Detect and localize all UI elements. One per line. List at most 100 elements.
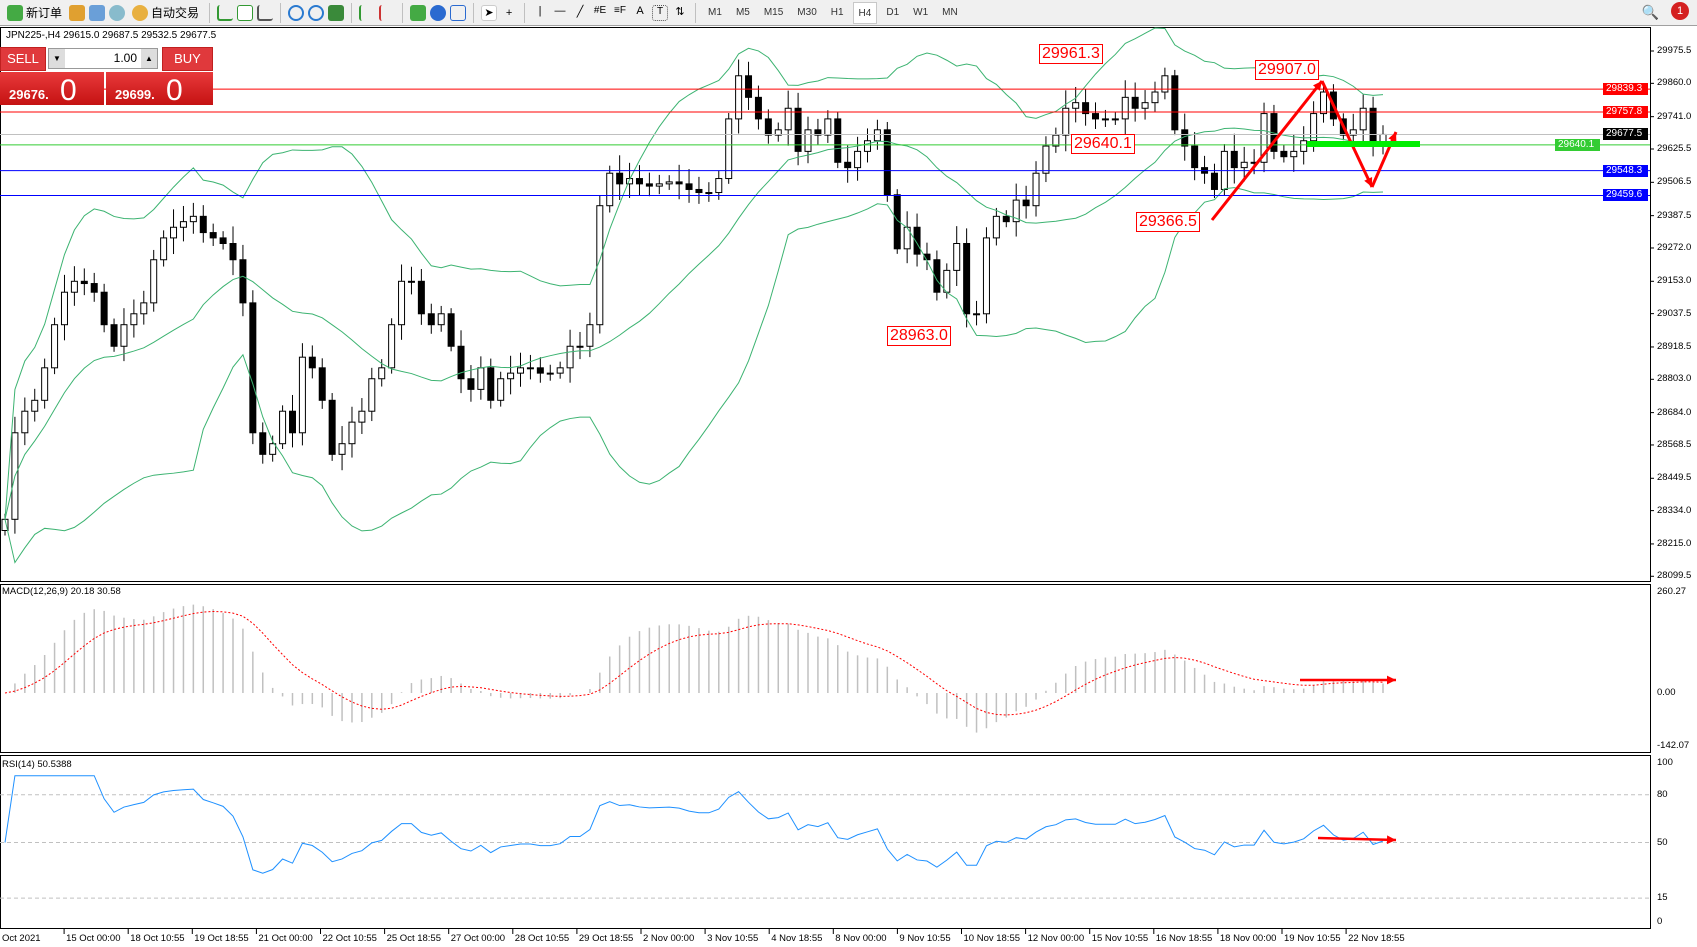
sell-price[interactable]: 29676. 0	[0, 72, 104, 107]
candle-body	[675, 181, 683, 185]
trend-arrow-up-head	[1313, 81, 1322, 91]
price-annotation[interactable]: 29907.0	[1255, 60, 1319, 80]
candle-body	[80, 280, 88, 285]
candle-body	[1359, 107, 1367, 131]
lot-decrease-icon[interactable]: ▼	[49, 49, 65, 68]
market-watch-icon[interactable]	[69, 4, 86, 21]
timeframe-m1[interactable]: M1	[708, 6, 722, 18]
candle-body	[1002, 215, 1010, 223]
buy-price[interactable]: 29699. 0	[106, 72, 213, 107]
candle-body	[368, 378, 376, 412]
navigator-icon[interactable]	[89, 4, 106, 21]
chart-shift-icon[interactable]	[379, 4, 395, 21]
level-price-label: 29839.3	[1603, 83, 1648, 96]
crosshair-icon[interactable]: +	[505, 6, 513, 19]
candle-body	[487, 367, 495, 401]
price-annotation[interactable]: 29366.5	[1136, 212, 1200, 232]
periods-icon[interactable]	[430, 4, 447, 21]
price-annotation[interactable]: 29961.3	[1039, 44, 1103, 64]
candle-body	[130, 313, 138, 326]
price-annotation[interactable]: 28963.0	[887, 326, 951, 346]
candle	[348, 406, 356, 458]
candle	[992, 207, 1000, 246]
lot-size-input[interactable]: ▼ 1.00 ▲	[48, 48, 158, 69]
rsi-arrow	[1317, 836, 1397, 842]
notification-badge[interactable]: 1	[1671, 2, 1689, 20]
candle	[229, 226, 237, 276]
bar-chart-icon[interactable]	[217, 4, 234, 21]
cursor-icon[interactable]: ➤	[481, 4, 498, 21]
candle-body	[1101, 118, 1109, 121]
date-axis-label: 4 Nov 18:55	[771, 933, 823, 944]
candle	[1379, 125, 1387, 155]
candlestick-icon[interactable]	[237, 4, 254, 21]
lot-increase-icon[interactable]: ▲	[141, 49, 157, 68]
candle-body	[834, 118, 842, 163]
timeframe-m30[interactable]: M30	[797, 6, 817, 18]
candle	[1032, 161, 1040, 217]
horizontal-line-icon[interactable]: —	[554, 4, 566, 17]
candle	[388, 318, 396, 374]
auto-trading-button[interactable]: 自动交易	[129, 2, 202, 24]
templates-icon[interactable]	[450, 4, 467, 21]
candle	[31, 388, 39, 422]
candle-body	[1260, 113, 1268, 163]
macd-axis-label: 0.00	[1657, 687, 1676, 698]
one-click-trading-panel: SELL ▼ 1.00 ▲ BUY 29676. 0 29699. 0	[0, 47, 213, 107]
candle	[665, 175, 673, 190]
signals-icon[interactable]	[109, 4, 126, 21]
buy-button[interactable]: BUY	[162, 47, 213, 71]
text-label-icon[interactable]: T	[652, 4, 669, 21]
candle-body	[953, 243, 961, 271]
candle	[90, 272, 98, 302]
candle	[973, 300, 981, 326]
vertical-line-icon[interactable]: |	[538, 4, 542, 17]
zoom-out-icon[interactable]	[308, 4, 325, 21]
candle-body	[249, 302, 257, 434]
candle	[715, 170, 723, 200]
candle	[1121, 80, 1129, 135]
trendline-icon[interactable]: ╱	[576, 5, 584, 18]
candle-body	[517, 367, 525, 374]
search-icon[interactable]: 🔍	[1641, 4, 1659, 20]
candle-body	[199, 215, 207, 234]
timeframe-h4[interactable]: H4	[852, 1, 878, 24]
price-axis-label: 28918.5	[1657, 340, 1692, 352]
timeframe-h1[interactable]: H1	[830, 6, 844, 18]
text-icon[interactable]: A	[636, 4, 644, 17]
equidistant-channel-icon[interactable]: #E	[593, 4, 607, 16]
timeframe-m15[interactable]: M15	[763, 6, 784, 18]
timeframe-d1[interactable]: D1	[886, 6, 900, 18]
candle	[70, 266, 78, 306]
timeframe-mn[interactable]: MN	[942, 6, 958, 18]
lot-value[interactable]: 1.00	[113, 51, 137, 65]
candle-body	[1131, 96, 1139, 109]
candle-body	[259, 432, 267, 455]
sell-button[interactable]: SELL	[0, 47, 46, 71]
line-chart-icon[interactable]	[257, 4, 274, 21]
auto-scroll-icon[interactable]	[359, 4, 375, 21]
price-axis-label: 28099.5	[1657, 570, 1692, 582]
arrows-icon[interactable]: ⇅	[675, 5, 685, 18]
tile-windows-icon[interactable]	[328, 4, 345, 21]
price-annotation[interactable]: 29640.1	[1071, 134, 1135, 154]
candle	[100, 283, 108, 333]
timeframe-w1[interactable]: W1	[913, 6, 929, 18]
candle	[705, 182, 713, 202]
candle	[963, 228, 971, 328]
candle-body	[1022, 199, 1030, 207]
candle	[120, 308, 128, 362]
zoom-in-icon[interactable]	[288, 4, 305, 21]
rsi-label: RSI(14) 50.5388	[2, 759, 72, 770]
candle-body	[1320, 91, 1328, 115]
candle-body	[794, 107, 802, 152]
candle-body	[120, 324, 128, 347]
new-order-button[interactable]: 新订单	[4, 2, 65, 24]
candle	[170, 209, 178, 255]
candle-body	[635, 178, 643, 185]
timeframe-m5[interactable]: M5	[735, 6, 750, 18]
fibonacci-icon[interactable]: ≡F	[614, 4, 626, 16]
candle-body	[507, 372, 515, 380]
indicators-icon[interactable]	[410, 4, 427, 21]
